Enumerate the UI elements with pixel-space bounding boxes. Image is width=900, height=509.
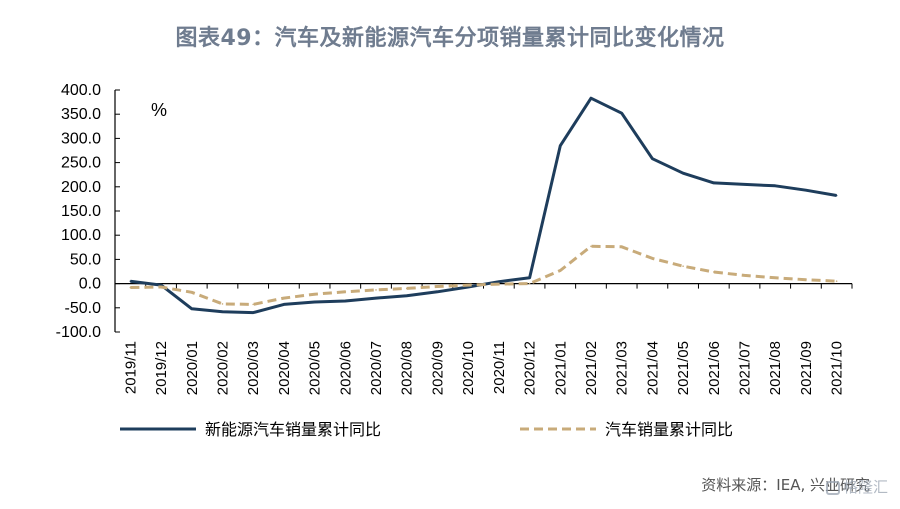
data-point-nev — [221, 310, 224, 313]
data-point-nev — [344, 300, 347, 302]
x-tick-label: 2020/08 — [399, 341, 416, 395]
data-point-auto — [313, 293, 316, 296]
y-tick-label: 150.0 — [61, 203, 101, 220]
data-point-nev — [713, 182, 715, 184]
data-point-auto — [620, 246, 623, 248]
data-point-nev — [190, 307, 193, 310]
x-tick-label: 2019/11 — [122, 341, 139, 394]
data-point-nev — [743, 183, 746, 186]
data-point-auto — [528, 282, 531, 285]
x-tick-label: 2020/06 — [337, 341, 354, 395]
x-tick-label: 2021/07 — [737, 341, 754, 395]
y-tick-label: -100.0 — [56, 324, 101, 341]
series-line-nev — [130, 96, 837, 315]
data-point-auto — [774, 276, 777, 279]
legend-label-auto: 汽车销量累计同比 — [605, 420, 733, 439]
legend-label-nev: 新能源汽车销量累计同比 — [205, 420, 381, 439]
data-point-nev — [835, 194, 838, 197]
data-point-nev — [405, 294, 408, 297]
x-tick-label: 2020/03 — [245, 341, 262, 395]
y-tick-label: -50.0 — [65, 300, 102, 317]
data-point-auto — [713, 271, 715, 273]
data-point-auto — [129, 286, 132, 289]
data-point-nev — [590, 97, 592, 100]
y-tick-label: 400.0 — [61, 82, 101, 99]
y-tick-label: 100.0 — [61, 227, 101, 244]
axes-layer: 400.0 350.0 300.0 250.0 200.0 150.0 100.0 50.0 0… — [56, 82, 853, 395]
x-tick-label: 2020/11 — [491, 341, 508, 394]
data-point-auto — [252, 303, 254, 306]
x-tick-label: 2021/10 — [829, 341, 846, 395]
data-point-auto — [283, 297, 285, 299]
data-point-auto — [590, 245, 592, 248]
data-point-nev — [129, 280, 132, 282]
x-tick-label: 2021/02 — [583, 341, 600, 395]
data-point-auto — [559, 269, 562, 272]
legend: 新能源汽车销量累计同比 汽车销量累计同比 — [120, 420, 733, 439]
data-point-nev — [160, 284, 162, 286]
data-point-nev — [682, 172, 684, 175]
x-tick-label: 2021/04 — [644, 341, 661, 395]
y-tick-label: 300.0 — [61, 130, 101, 147]
x-tick-label: 2020/07 — [368, 341, 385, 395]
y-tick-label: 250.0 — [61, 155, 101, 172]
data-point-auto — [436, 285, 439, 288]
data-point-auto — [405, 287, 408, 290]
series-line-auto — [130, 244, 837, 306]
data-point-auto — [805, 278, 807, 281]
data-point-nev — [651, 157, 654, 160]
data-point-nev — [620, 112, 623, 115]
data-point-nev — [283, 303, 285, 306]
data-point-auto — [160, 286, 162, 288]
watermark: 格隆汇 — [825, 476, 888, 497]
series-layer — [129, 96, 838, 315]
data-point-auto — [743, 274, 746, 277]
data-point-nev — [313, 301, 316, 303]
data-point-auto — [467, 284, 469, 286]
data-point-auto — [682, 265, 684, 267]
data-point-auto — [344, 291, 347, 293]
data-point-nev — [774, 185, 777, 187]
data-point-nev — [528, 276, 531, 279]
x-tick-label: 2021/01 — [552, 341, 569, 395]
x-tick-label: 2020/02 — [214, 341, 231, 395]
x-tick-label: 2021/05 — [675, 341, 692, 395]
data-point-auto — [221, 303, 224, 305]
y-tick-label: 350.0 — [61, 106, 101, 123]
y-tick-label: 50.0 — [70, 251, 101, 268]
data-point-nev — [436, 291, 439, 293]
x-tick-label: 2020/12 — [522, 341, 539, 395]
watermark-text: 格隆汇 — [842, 478, 888, 496]
data-point-auto — [375, 289, 377, 291]
x-tick-label: 2020/05 — [307, 341, 324, 395]
data-point-nev — [805, 189, 807, 191]
data-point-auto — [651, 257, 654, 260]
data-point-auto — [835, 280, 838, 282]
x-tick-label: 2021/09 — [798, 341, 815, 395]
data-point-nev — [559, 144, 562, 147]
unit-label: % — [151, 100, 167, 120]
x-tick-label: 2020/01 — [184, 341, 201, 395]
y-tick-label: 200.0 — [61, 179, 101, 196]
chart-title: 图表49：汽车及新能源汽车分项销量累计同比变化情况 — [175, 26, 725, 51]
watermark-logo-icon — [825, 481, 840, 495]
y-tick-label: 0.0 — [79, 276, 101, 293]
data-point-auto — [498, 283, 500, 285]
x-tick-label: 2021/06 — [706, 341, 723, 395]
x-tick-label: 2021/03 — [614, 341, 631, 395]
data-point-auto — [190, 291, 193, 294]
x-tick-label: 2020/09 — [429, 341, 446, 395]
data-point-nev — [252, 311, 254, 314]
x-tick-label: 2020/10 — [460, 341, 477, 395]
data-point-nev — [498, 280, 500, 283]
data-point-nev — [375, 297, 377, 299]
x-tick-label: 2020/04 — [276, 341, 293, 395]
x-tick-label: 2019/12 — [153, 341, 170, 395]
x-tick-label: 2021/08 — [767, 341, 784, 395]
